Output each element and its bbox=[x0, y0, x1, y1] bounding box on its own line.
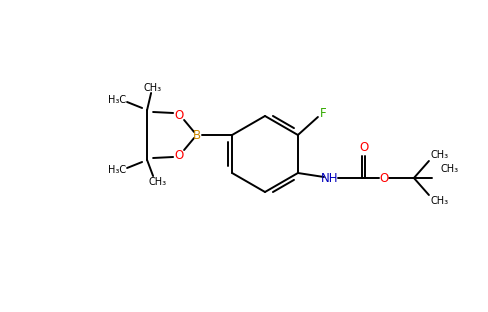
Text: NH: NH bbox=[321, 172, 338, 184]
Text: H₃C: H₃C bbox=[108, 165, 126, 175]
Text: CH₃: CH₃ bbox=[440, 164, 458, 174]
Text: F: F bbox=[319, 106, 325, 119]
Text: CH₃: CH₃ bbox=[430, 196, 448, 206]
Text: H₃C: H₃C bbox=[108, 95, 126, 105]
Text: O: O bbox=[174, 109, 183, 121]
Text: O: O bbox=[379, 172, 388, 184]
Text: B: B bbox=[193, 129, 201, 142]
Text: O: O bbox=[359, 140, 368, 154]
Text: CH₃: CH₃ bbox=[430, 150, 448, 160]
Text: CH₃: CH₃ bbox=[142, 83, 161, 93]
Text: CH₃: CH₃ bbox=[148, 177, 166, 187]
Text: O: O bbox=[174, 149, 183, 162]
